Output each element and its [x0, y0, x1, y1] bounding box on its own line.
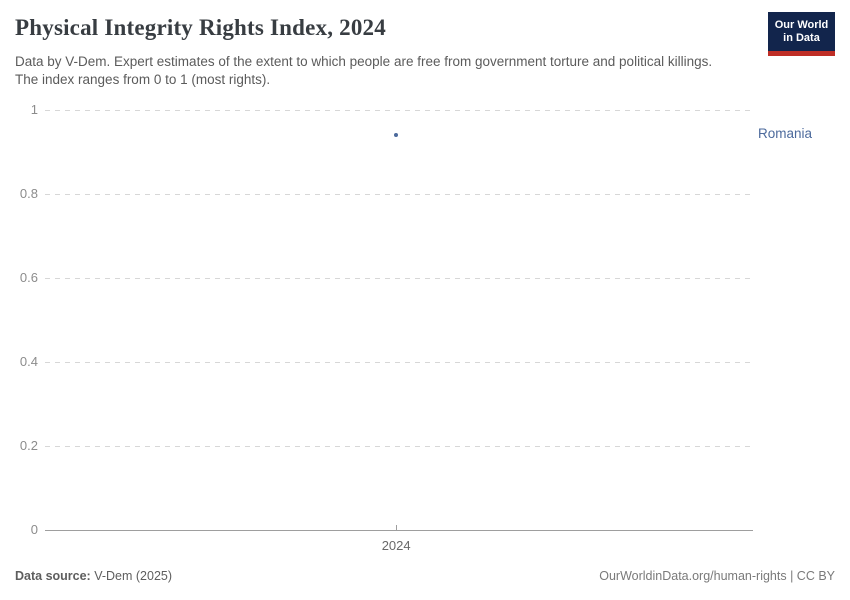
x-axis-line [45, 530, 753, 531]
data-source-label: Data source: [15, 569, 91, 583]
x-tick-mark [396, 525, 398, 530]
data-source-note: Data source: V-Dem (2025) [15, 569, 172, 583]
owid-logo-accent-bar [768, 51, 835, 56]
gridline [45, 362, 753, 363]
owid-logo-line1: Our World [774, 19, 829, 31]
y-tick-label: 1 [30, 102, 38, 117]
gridline [45, 194, 753, 195]
gridline [45, 446, 753, 447]
entity-label[interactable]: Romania [758, 126, 813, 142]
chart-title: Physical Integrity Rights Index, 2024 [15, 15, 386, 40]
chart-subtitle: Data by V-Dem. Expert estimates of the e… [15, 54, 713, 87]
data-point[interactable] [394, 133, 399, 138]
owid-logo-line2: in Data [783, 32, 820, 44]
x-tick-label: 2024 [381, 538, 411, 553]
y-tick-label: 0.4 [19, 354, 38, 369]
y-tick-label: 0.8 [19, 186, 38, 201]
y-tick-label: 0.6 [19, 270, 38, 285]
data-source-value: V-Dem (2025) [90, 569, 173, 583]
credit-link[interactable]: OurWorldinData.org/human-rights | CC BY [599, 569, 835, 583]
owid-logo: Our World in Data [768, 12, 835, 56]
y-tick-label: 0 [30, 522, 38, 537]
gridline [45, 278, 753, 279]
gridline [45, 110, 753, 111]
y-tick-label: 0.2 [19, 438, 38, 453]
